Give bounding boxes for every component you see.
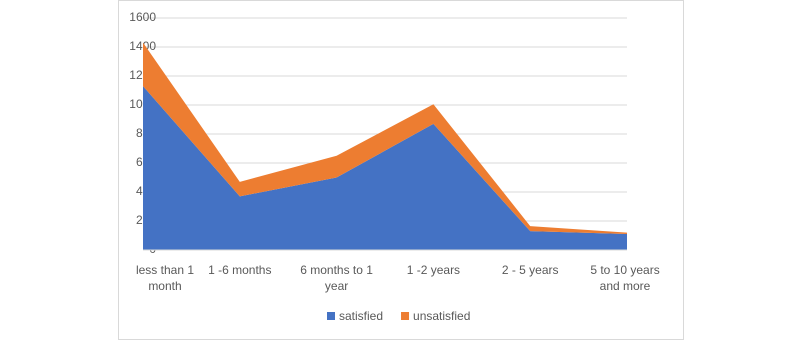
- area: [143, 42, 627, 235]
- x-tick-label: less than 1 month: [135, 263, 195, 293]
- y-tick-label: 1400: [129, 39, 156, 53]
- legend-label: satisfied: [339, 309, 383, 323]
- legend-swatch: [401, 312, 410, 320]
- area: [143, 86, 627, 251]
- legend-label: unsatisfied: [413, 309, 470, 323]
- x-tick-label: 1 -6 months: [208, 263, 272, 277]
- x-tick-label: 5 to 10 years and more: [590, 263, 660, 293]
- legend-swatch: [327, 312, 335, 320]
- x-tick-label: 1 -2 years: [406, 263, 461, 277]
- x-tick-label: 2 - 5 years: [501, 263, 559, 277]
- x-tick-label: 6 months to 1 year: [300, 263, 373, 293]
- y-tick-label: 1600: [129, 10, 156, 24]
